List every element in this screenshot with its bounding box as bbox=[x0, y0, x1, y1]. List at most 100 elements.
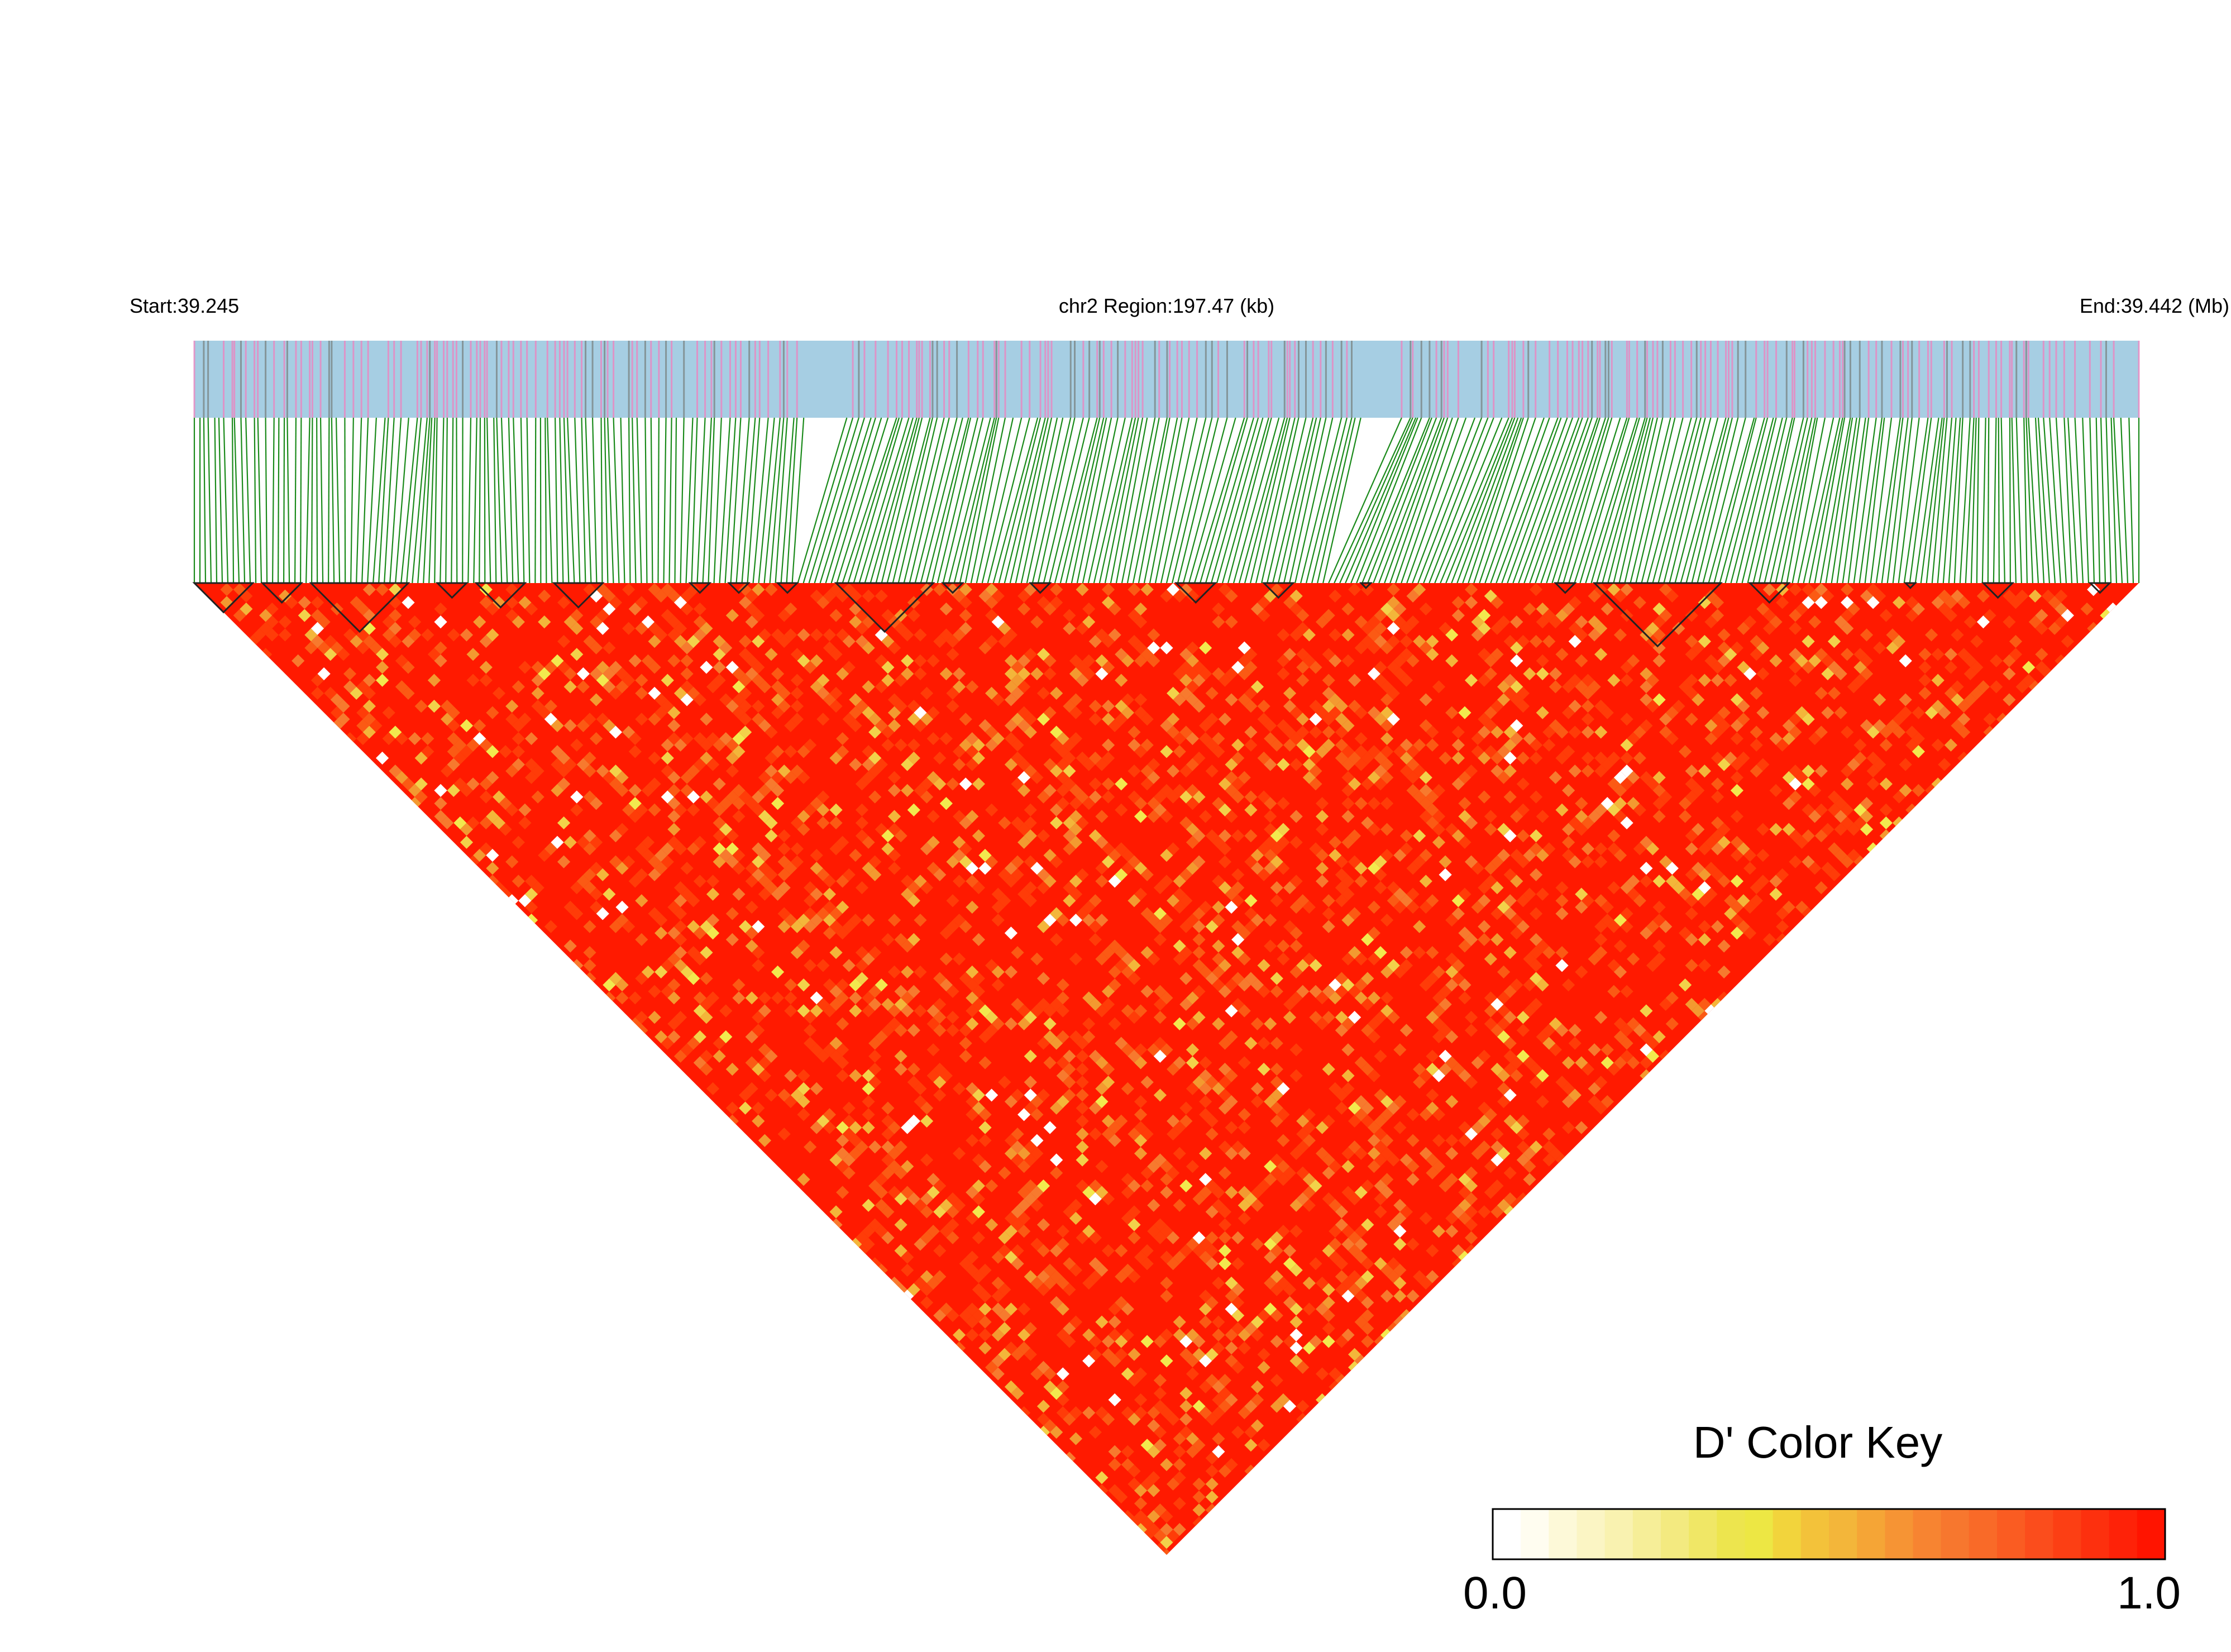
snp-connector-line bbox=[535, 418, 536, 583]
snp-connector-line bbox=[632, 418, 636, 583]
snp-connector-line bbox=[351, 418, 353, 583]
snp-connector-line bbox=[300, 418, 301, 583]
snp-connector-line bbox=[273, 418, 274, 583]
snp-connector-line bbox=[1267, 418, 1306, 583]
snp-connector-line bbox=[1055, 418, 1097, 583]
snp-connector-line bbox=[2056, 418, 2066, 583]
snp-connector-line bbox=[306, 418, 310, 583]
snp-connector-line bbox=[621, 418, 625, 583]
snp-connector-line bbox=[737, 418, 749, 583]
snp-connector-line bbox=[509, 418, 513, 583]
snp-connector-line bbox=[1440, 418, 1508, 583]
snp-connector-line bbox=[605, 418, 608, 583]
color-key-step bbox=[1661, 1509, 1689, 1559]
color-key-step bbox=[1745, 1509, 1774, 1559]
snp-connector-line bbox=[614, 418, 619, 583]
snp-connector-line bbox=[215, 418, 217, 583]
snp-connector-line bbox=[434, 418, 437, 583]
snp-connector-line bbox=[1384, 418, 1444, 583]
snp-connector-line bbox=[2050, 418, 2061, 583]
snp-connector-line bbox=[2090, 418, 2094, 583]
snp-connector-line bbox=[219, 418, 222, 583]
color-key-step bbox=[1997, 1509, 2025, 1559]
snp-connector-line bbox=[555, 418, 557, 583]
snp-connector-line bbox=[2064, 418, 2072, 583]
snp-connector-line bbox=[1329, 418, 1402, 583]
color-key-step bbox=[1717, 1509, 1745, 1559]
snp-connector-line bbox=[2114, 418, 2122, 583]
color-key-step bbox=[1969, 1509, 1998, 1559]
color-key: D' Color Key 0.0 1.0 bbox=[1463, 1417, 2181, 1618]
snp-connector-line bbox=[235, 418, 239, 583]
snp-connector-line bbox=[809, 418, 859, 583]
snp-connector-line bbox=[675, 418, 676, 583]
snp-connector-line bbox=[1027, 418, 1063, 583]
snp-connector-line bbox=[328, 418, 329, 583]
snp-connector-line bbox=[629, 418, 630, 583]
snp-connector-line bbox=[527, 418, 530, 583]
snp-connector-line bbox=[451, 418, 453, 583]
snp-connector-line bbox=[487, 418, 490, 583]
snp-connector-line bbox=[949, 418, 991, 583]
snp-connector-line bbox=[837, 418, 888, 583]
snp-connector-line bbox=[232, 418, 233, 583]
snp-connector-line bbox=[440, 418, 443, 583]
snp-connector-line bbox=[258, 418, 261, 583]
color-key-step bbox=[1493, 1509, 1521, 1559]
snp-connector-line bbox=[287, 418, 289, 583]
snp-connector-line bbox=[601, 418, 603, 583]
snp-connector-line bbox=[686, 418, 693, 583]
snp-connector-line bbox=[1714, 418, 1756, 583]
color-key-min-label: 0.0 bbox=[1463, 1568, 1527, 1618]
snp-connector-line bbox=[1351, 418, 1417, 583]
color-key-max-label: 1.0 bbox=[2117, 1568, 2181, 1618]
snp-connector-line bbox=[204, 418, 206, 583]
snp-connector-line bbox=[582, 418, 586, 583]
snp-connector-line bbox=[1982, 418, 1986, 583]
color-key-title: D' Color Key bbox=[1693, 1417, 1943, 1467]
ld-cell bbox=[1160, 1549, 1173, 1562]
snp-connector-line bbox=[560, 418, 563, 583]
color-key-step bbox=[1577, 1509, 1606, 1559]
snp-connector-line bbox=[731, 418, 741, 583]
snp-connector-line bbox=[446, 418, 447, 583]
snp-connector-line bbox=[2111, 418, 2116, 583]
snp-connector-line bbox=[1988, 418, 1989, 583]
snp-connector-line bbox=[332, 418, 334, 583]
snp-connector-line bbox=[792, 418, 804, 583]
snp-connector-line bbox=[246, 418, 250, 583]
snp-connector-line bbox=[2106, 418, 2111, 583]
snp-connector-line bbox=[2017, 418, 2022, 583]
snp-connector-line bbox=[547, 418, 552, 583]
snp-connector-line bbox=[241, 418, 245, 583]
snp-connector-line bbox=[2082, 418, 2089, 583]
snp-position-bar bbox=[194, 341, 2139, 418]
snp-connector-line bbox=[1066, 418, 1103, 583]
snp-connector-line bbox=[1687, 418, 1729, 583]
snp-connector-line bbox=[390, 418, 401, 583]
snp-connector-line bbox=[2043, 418, 2055, 583]
snp-connector-line bbox=[336, 418, 340, 583]
snp-connector-line bbox=[651, 418, 653, 583]
snp-connector-line bbox=[593, 418, 596, 583]
color-key-step bbox=[2053, 1509, 2081, 1559]
ld-heatmap-triangle bbox=[194, 583, 2139, 1562]
snp-connector-line bbox=[356, 418, 361, 583]
snp-connector-line bbox=[1591, 418, 1639, 583]
snp-connector-line bbox=[224, 418, 228, 583]
snp-connector-line bbox=[1910, 418, 1932, 583]
color-key-step bbox=[1605, 1509, 1633, 1559]
snp-connector-line bbox=[1966, 418, 1974, 583]
snp-connector-line bbox=[725, 418, 736, 583]
snp-connector-line bbox=[2001, 418, 2005, 583]
snp-connector-line bbox=[1323, 418, 1361, 583]
snp-connector-line bbox=[494, 418, 496, 583]
color-key-step bbox=[1549, 1509, 1577, 1559]
snp-connector-line bbox=[266, 418, 267, 583]
snp-connector-line bbox=[681, 418, 684, 583]
snp-connector-line bbox=[278, 418, 279, 583]
color-key-step bbox=[2081, 1509, 2110, 1559]
snp-connector-line bbox=[1641, 418, 1683, 583]
snp-connector-line bbox=[1971, 418, 1976, 583]
snp-connector-line bbox=[586, 418, 591, 583]
